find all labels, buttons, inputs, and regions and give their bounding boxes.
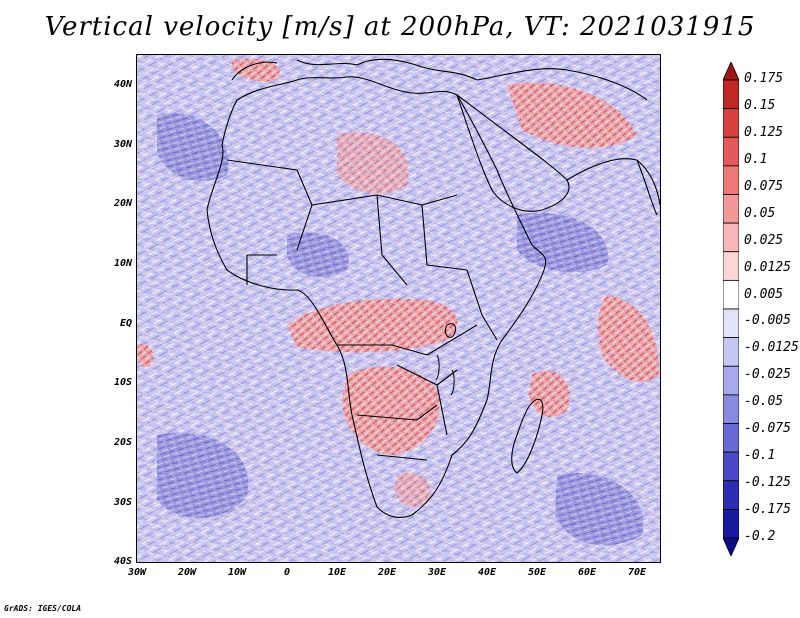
colorbar-tick-label: -0.05 (744, 394, 784, 410)
colorbar-swatch (723, 508, 739, 539)
lon-label: 50E (527, 567, 547, 578)
colorbar-swatch (723, 308, 739, 339)
colorbar-swatch (723, 136, 739, 167)
colorbar-tick-label: 0.005 (744, 286, 784, 302)
colorbar-swatch (723, 165, 739, 195)
credit-text: GrADS: IGES/COLA (4, 604, 82, 613)
lat-label: 10S (113, 377, 132, 388)
lon-label: 40E (477, 567, 497, 578)
colorbar-swatch (723, 194, 739, 224)
colorbar-tick-label: 0.1 (744, 151, 768, 167)
downward-motion-regions (157, 113, 644, 546)
colorbar-swatch (723, 222, 739, 253)
lon-label: 60E (577, 567, 597, 578)
lat-label: EQ (119, 318, 132, 329)
colorbar-tick-label: 0.15 (744, 97, 776, 113)
colorbar-bottom-arrow (723, 537, 739, 556)
lat-label: 30N (113, 139, 132, 150)
lakes (435, 323, 457, 396)
lat-label: 40N (113, 79, 132, 90)
plot-title: Vertical velocity [m/s] at 200hPa, VT: 2… (44, 12, 756, 42)
colorbar-swatch (723, 365, 739, 396)
colorbar-tick-label: 0.0125 (744, 259, 791, 275)
colorbar-tick-label: 0.175 (744, 71, 784, 86)
colorbar-tick-label: 0.125 (744, 124, 784, 140)
map-panel (136, 54, 661, 563)
lat-label: 20N (113, 198, 132, 209)
lon-label: 20W (177, 567, 197, 578)
lat-label: 20S (113, 437, 132, 448)
colorbar-swatch (723, 79, 739, 110)
colorbar (723, 62, 739, 556)
velocity-field-map (137, 55, 660, 562)
colorbar-tick-label: -0.125 (744, 475, 791, 491)
lon-label: 20E (377, 567, 397, 578)
colorbar-tick-label: -0.005 (744, 313, 791, 329)
coastlines (206, 58, 660, 518)
colorbar-swatch (723, 251, 739, 281)
colorbar-swatch (723, 423, 739, 453)
upward-motion-regions (137, 58, 659, 507)
lon-label: 10E (327, 567, 347, 578)
lon-label: 30W (127, 567, 147, 578)
colorbar-swatch (723, 451, 739, 482)
colorbar-tick-label: -0.025 (744, 367, 791, 383)
colorbar-tick-label: -0.175 (744, 502, 791, 518)
colorbar-swatch (723, 337, 739, 367)
lat-label: 40S (113, 556, 132, 567)
colorbar-tick-label: 0.075 (744, 178, 784, 194)
lon-label: 70E (627, 567, 647, 578)
colorbar-swatch (723, 108, 739, 138)
colorbar-swatch (723, 394, 739, 424)
colorbar-tick-label: -0.1 (744, 448, 776, 464)
lon-label: 0 (283, 567, 291, 578)
colorbar-tick-label: -0.2 (744, 529, 776, 544)
colorbar-tick-label: 0.05 (744, 205, 776, 221)
lon-label: 10W (227, 567, 247, 578)
colorbar-swatch (723, 279, 739, 310)
lat-label: 10N (113, 258, 132, 269)
colorbar-swatch (723, 480, 739, 510)
colorbar-tick-label: -0.075 (744, 421, 791, 437)
lon-label: 30E (427, 567, 447, 578)
lat-label: 30S (113, 497, 132, 508)
colorbar-tick-label: -0.0125 (744, 340, 799, 356)
colorbar-tick-label: 0.025 (744, 232, 784, 248)
colorbar-top-arrow (723, 62, 739, 81)
